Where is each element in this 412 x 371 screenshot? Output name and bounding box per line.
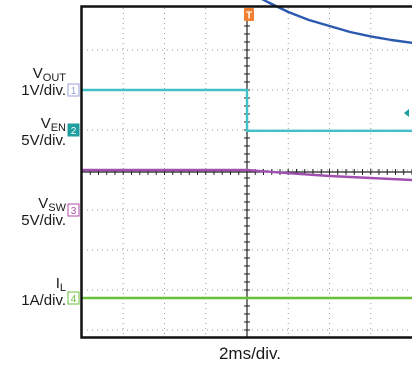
channel-4-name: I xyxy=(55,275,60,292)
channel-1-marker-label: 1 xyxy=(71,86,77,97)
trace-ch1 xyxy=(261,0,412,44)
channel-3-label: VSW 5V/div. xyxy=(0,196,66,229)
trigger-marker: T xyxy=(244,8,254,22)
channel-3-marker xyxy=(67,203,80,217)
traces xyxy=(82,0,412,300)
trace-ch3 xyxy=(82,168,412,182)
channel-4-marker xyxy=(67,291,80,305)
channel-2-name-sub: EN xyxy=(50,122,66,134)
channel-4-scale: 1A/div. xyxy=(21,292,66,309)
channel-1-scale: 1V/div. xyxy=(21,82,66,99)
channel-1-name: V xyxy=(32,65,43,82)
channel-2-label: VEN 5V/div. xyxy=(0,116,66,149)
channel-3-marker-label: 3 xyxy=(71,206,77,217)
channel-1-marker xyxy=(67,83,80,97)
channel-2-offscreen-marker xyxy=(404,109,409,117)
channel-2-scale: 5V/div. xyxy=(21,132,66,149)
channel-2-marker xyxy=(67,123,80,137)
channel-1-name-sub: OUT xyxy=(42,72,66,84)
trigger-marker-label: T xyxy=(246,11,252,22)
channel-markers: 1 2 3 4 xyxy=(67,83,409,305)
channel-3-name: V xyxy=(38,195,49,212)
channel-4-name-sub: L xyxy=(59,282,66,294)
channel-3-scale: 5V/div. xyxy=(21,212,66,229)
channel-3-name-sub: SW xyxy=(48,202,66,214)
channel-1-label: VOUT 1V/div. xyxy=(0,66,66,99)
channel-2-name: V xyxy=(40,115,51,132)
plot-frame xyxy=(80,5,412,339)
trace-ch2 xyxy=(82,88,412,133)
time-scale-label: 2ms/div. xyxy=(218,344,282,363)
graticule xyxy=(81,8,412,339)
channel-4-marker-label: 4 xyxy=(71,294,77,305)
channel-2-marker-label: 2 xyxy=(71,126,77,137)
channel-4-label: IL 1A/div. xyxy=(0,276,66,309)
